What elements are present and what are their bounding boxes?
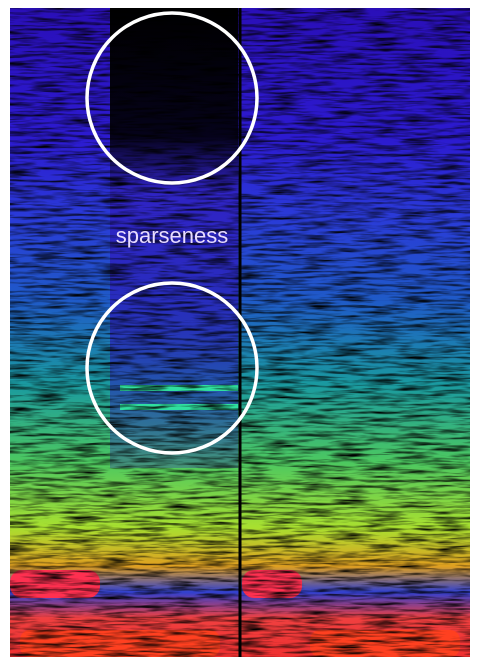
page: {"annotation": "sparseness"} <box>0 0 477 657</box>
spectrogram-figure: sparseness <box>0 0 477 657</box>
annotation: sparseness <box>116 223 229 248</box>
